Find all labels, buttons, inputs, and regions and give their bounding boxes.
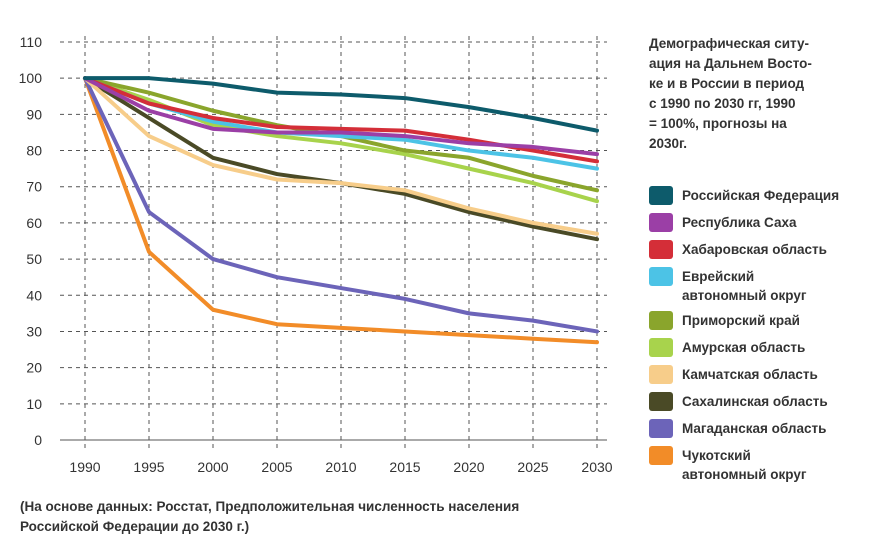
legend-label: Чукотский автономный округ — [682, 448, 807, 482]
y-axis-ticks: 0 10 20 30 40 50 60 70 80 90 100 110 — [19, 34, 43, 448]
x-axis-ticks: 1990 1995 2000 2005 2010 2015 2020 2025 2030 — [69, 459, 612, 475]
x-tick-label: 2005 — [261, 459, 292, 475]
y-tick-label: 90 — [26, 106, 42, 122]
y-tick-label: 10 — [26, 396, 42, 412]
chart-title: Демографическая ситу- ация на Дальнем Во… — [649, 36, 812, 151]
legend-label: Амурская область — [682, 340, 806, 355]
legend-swatch — [649, 419, 673, 438]
legend-item: Российская Федерация — [649, 186, 839, 205]
series-line — [83, 76, 599, 157]
legend-swatch — [649, 311, 673, 330]
y-tick-label: 100 — [19, 70, 43, 86]
y-tick-label: 20 — [26, 360, 42, 376]
legend-item: Хабаровская область — [649, 240, 827, 259]
legend-label: Еврейский автономный округ — [682, 269, 807, 303]
series-line — [83, 76, 599, 133]
legend-item: Камчатская область — [649, 365, 818, 384]
legend-swatch — [649, 213, 673, 232]
legend-item: Еврейский автономный округ — [649, 267, 806, 305]
legend-label: Камчатская область — [682, 367, 818, 382]
legend-label: Республика Саха — [682, 215, 797, 230]
y-tick-label: 110 — [20, 34, 43, 50]
legend-swatch — [649, 240, 673, 259]
x-tick-label: 2000 — [197, 459, 228, 475]
series-line — [83, 76, 599, 171]
legend-label: Хабаровская область — [682, 242, 827, 257]
legend-label: Российская Федерация — [682, 188, 840, 203]
legend-item: Чукотский автономный округ — [649, 446, 806, 484]
legend-swatch — [649, 446, 673, 465]
legend-item: Сахалинская область — [649, 392, 828, 411]
x-tick-label: 2015 — [389, 459, 420, 475]
legend-swatch — [649, 267, 673, 286]
y-tick-label: 70 — [26, 179, 42, 195]
x-tick-label: 2025 — [517, 459, 548, 475]
legend-label: Магаданская область — [682, 421, 827, 436]
x-tick-label: 1990 — [69, 459, 100, 475]
y-tick-label: 30 — [26, 323, 42, 339]
series-lines — [83, 76, 599, 345]
legend-swatch — [649, 392, 673, 411]
x-tick-label: 2020 — [453, 459, 484, 475]
legend-label: Приморский край — [682, 313, 800, 328]
legend-item: Магаданская область — [649, 419, 826, 438]
x-tick-label: 2030 — [581, 459, 612, 475]
legend-swatch — [649, 186, 673, 205]
y-tick-label: 50 — [26, 251, 42, 267]
legend-item: Приморский край — [649, 311, 800, 330]
series-line — [83, 76, 599, 334]
source-note: (На основе данных: Росстат, Предположите… — [20, 499, 520, 534]
legend-label: Сахалинская область — [682, 394, 828, 409]
y-tick-label: 60 — [26, 215, 42, 231]
y-tick-label: 0 — [34, 432, 42, 448]
y-tick-label: 80 — [26, 143, 42, 159]
x-tick-label: 2010 — [325, 459, 356, 475]
legend-swatch — [649, 338, 673, 357]
x-tick-label: 1995 — [133, 459, 164, 475]
y-tick-label: 40 — [26, 287, 42, 303]
legend-item: Республика Саха — [649, 213, 797, 232]
series-line — [83, 76, 599, 345]
legend-swatch — [649, 365, 673, 384]
series-line — [83, 76, 599, 236]
legend-item: Амурская область — [649, 338, 805, 357]
